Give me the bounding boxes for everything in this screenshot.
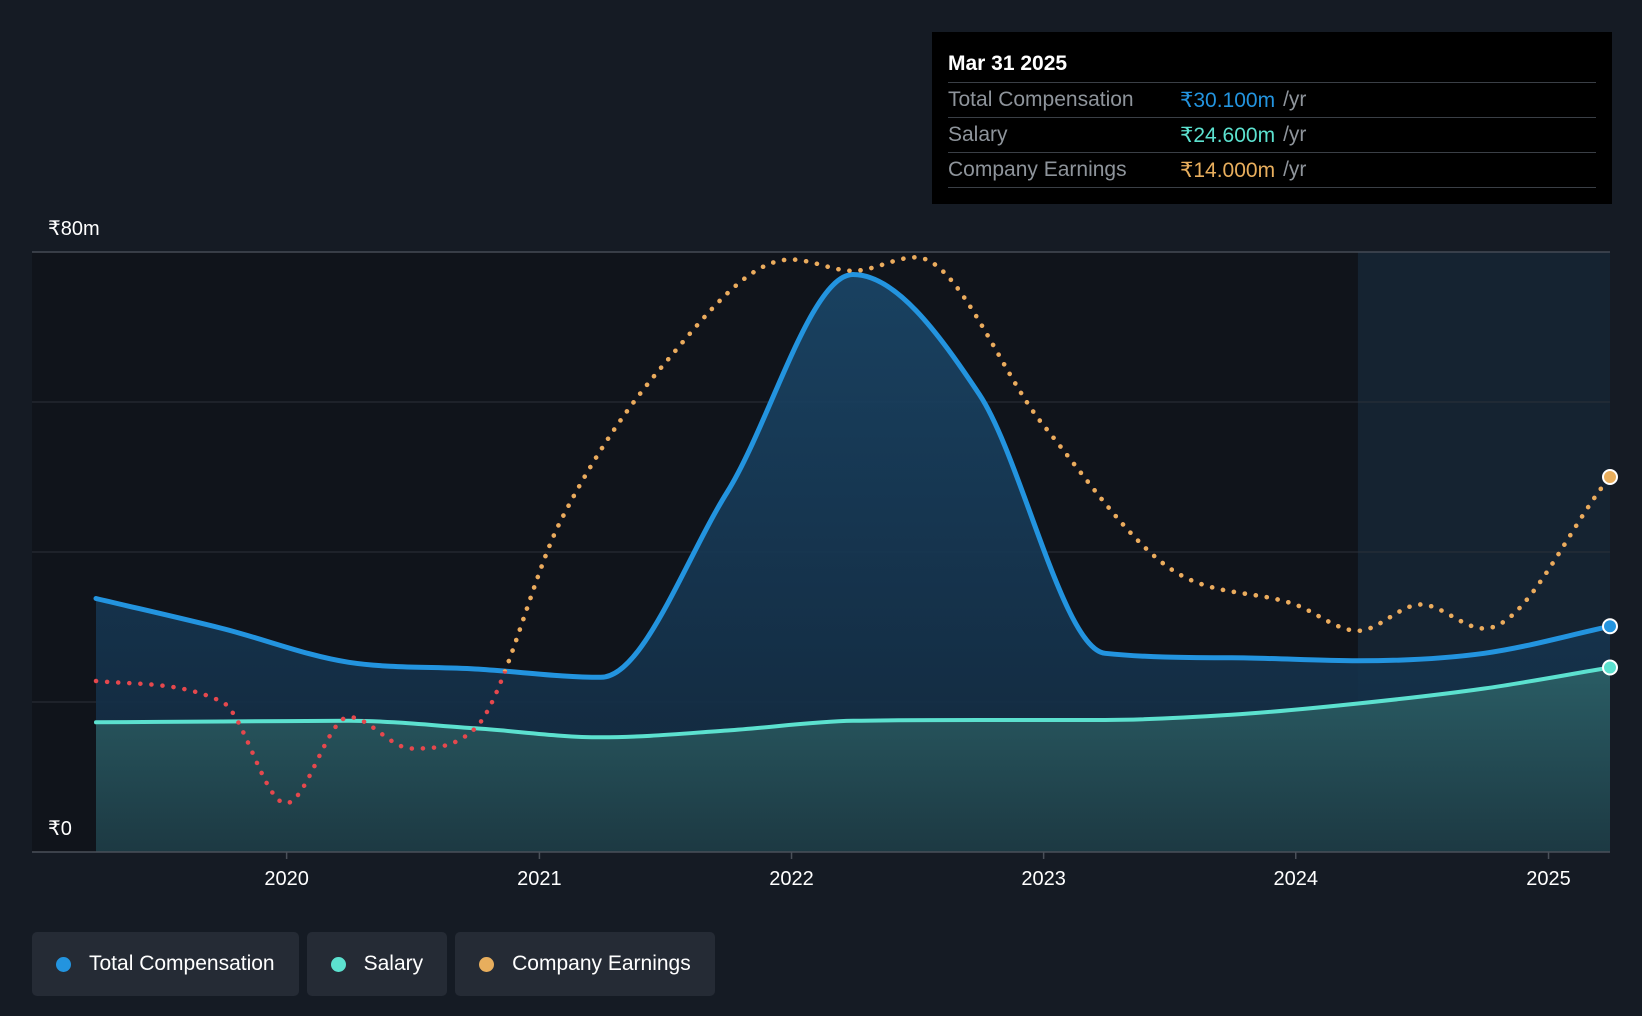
legend-item-total-compensation[interactable]: Total Compensation (32, 932, 299, 996)
x-tick-label: 2020 (264, 868, 309, 890)
hover-tooltip: Mar 31 2025 Total Compensation ₹30.100m … (932, 32, 1612, 204)
tooltip-value: ₹14.000m (1180, 158, 1276, 182)
chart-legend: Total Compensation Salary Company Earnin… (32, 932, 723, 996)
tooltip-value: ₹30.100m (1180, 88, 1276, 112)
y-axis-bottom-label: ₹0 (48, 818, 72, 840)
legend-dot-icon (330, 956, 346, 972)
salary-line (94, 665, 1612, 740)
tooltip-unit: /yr (1283, 158, 1307, 181)
legend-label: Salary (363, 952, 424, 975)
tooltip-label: Salary (948, 123, 1008, 146)
x-tick-label: 2023 (1021, 868, 1066, 890)
tooltip-label: Total Compensation (948, 88, 1134, 111)
x-tick-label: 2024 (1273, 868, 1318, 890)
legend-dot-icon (56, 956, 71, 972)
x-tick-label: 2022 (769, 868, 814, 890)
x-tick-label: 2025 (1526, 868, 1571, 890)
company-earnings-line-above (93, 255, 1613, 678)
tooltip-label: Company Earnings (948, 158, 1127, 181)
tooltip-unit: /yr (1283, 88, 1307, 111)
tooltip-value: ₹24.600m (1180, 123, 1276, 147)
legend-label: Company Earnings (512, 952, 691, 975)
total-compensation-line (93, 272, 1613, 680)
legend-item-company-earnings[interactable]: Company Earnings (455, 932, 715, 996)
tooltip-unit: /yr (1283, 123, 1307, 146)
x-axis-ticks: 2020 2021 2022 2023 2024 2025 (264, 852, 1571, 890)
tooltip-date: Mar 31 2025 (948, 52, 1068, 75)
legend-item-salary[interactable]: Salary (306, 932, 448, 996)
series-end-marker (1602, 659, 1618, 676)
y-axis-top-label: ₹80m (48, 218, 100, 240)
series-end-marker (1602, 469, 1618, 485)
legend-dot-icon (479, 956, 495, 972)
total-compensation-area (96, 274, 1610, 852)
x-tick-label: 2021 (517, 868, 562, 890)
legend-label: Total Compensation (89, 952, 275, 975)
series-end-marker (1602, 618, 1618, 635)
salary-area (96, 667, 1610, 852)
tooltip-row-total-compensation: Total Compensation ₹30.100m /yr (948, 82, 1596, 117)
tooltip-row-company-earnings: Company Earnings ₹14.000m /yr (948, 152, 1596, 188)
series-end-markers (1602, 469, 1618, 676)
company-earnings-line (93, 255, 1613, 806)
tooltip-row-salary: Salary ₹24.600m /yr (948, 117, 1596, 152)
